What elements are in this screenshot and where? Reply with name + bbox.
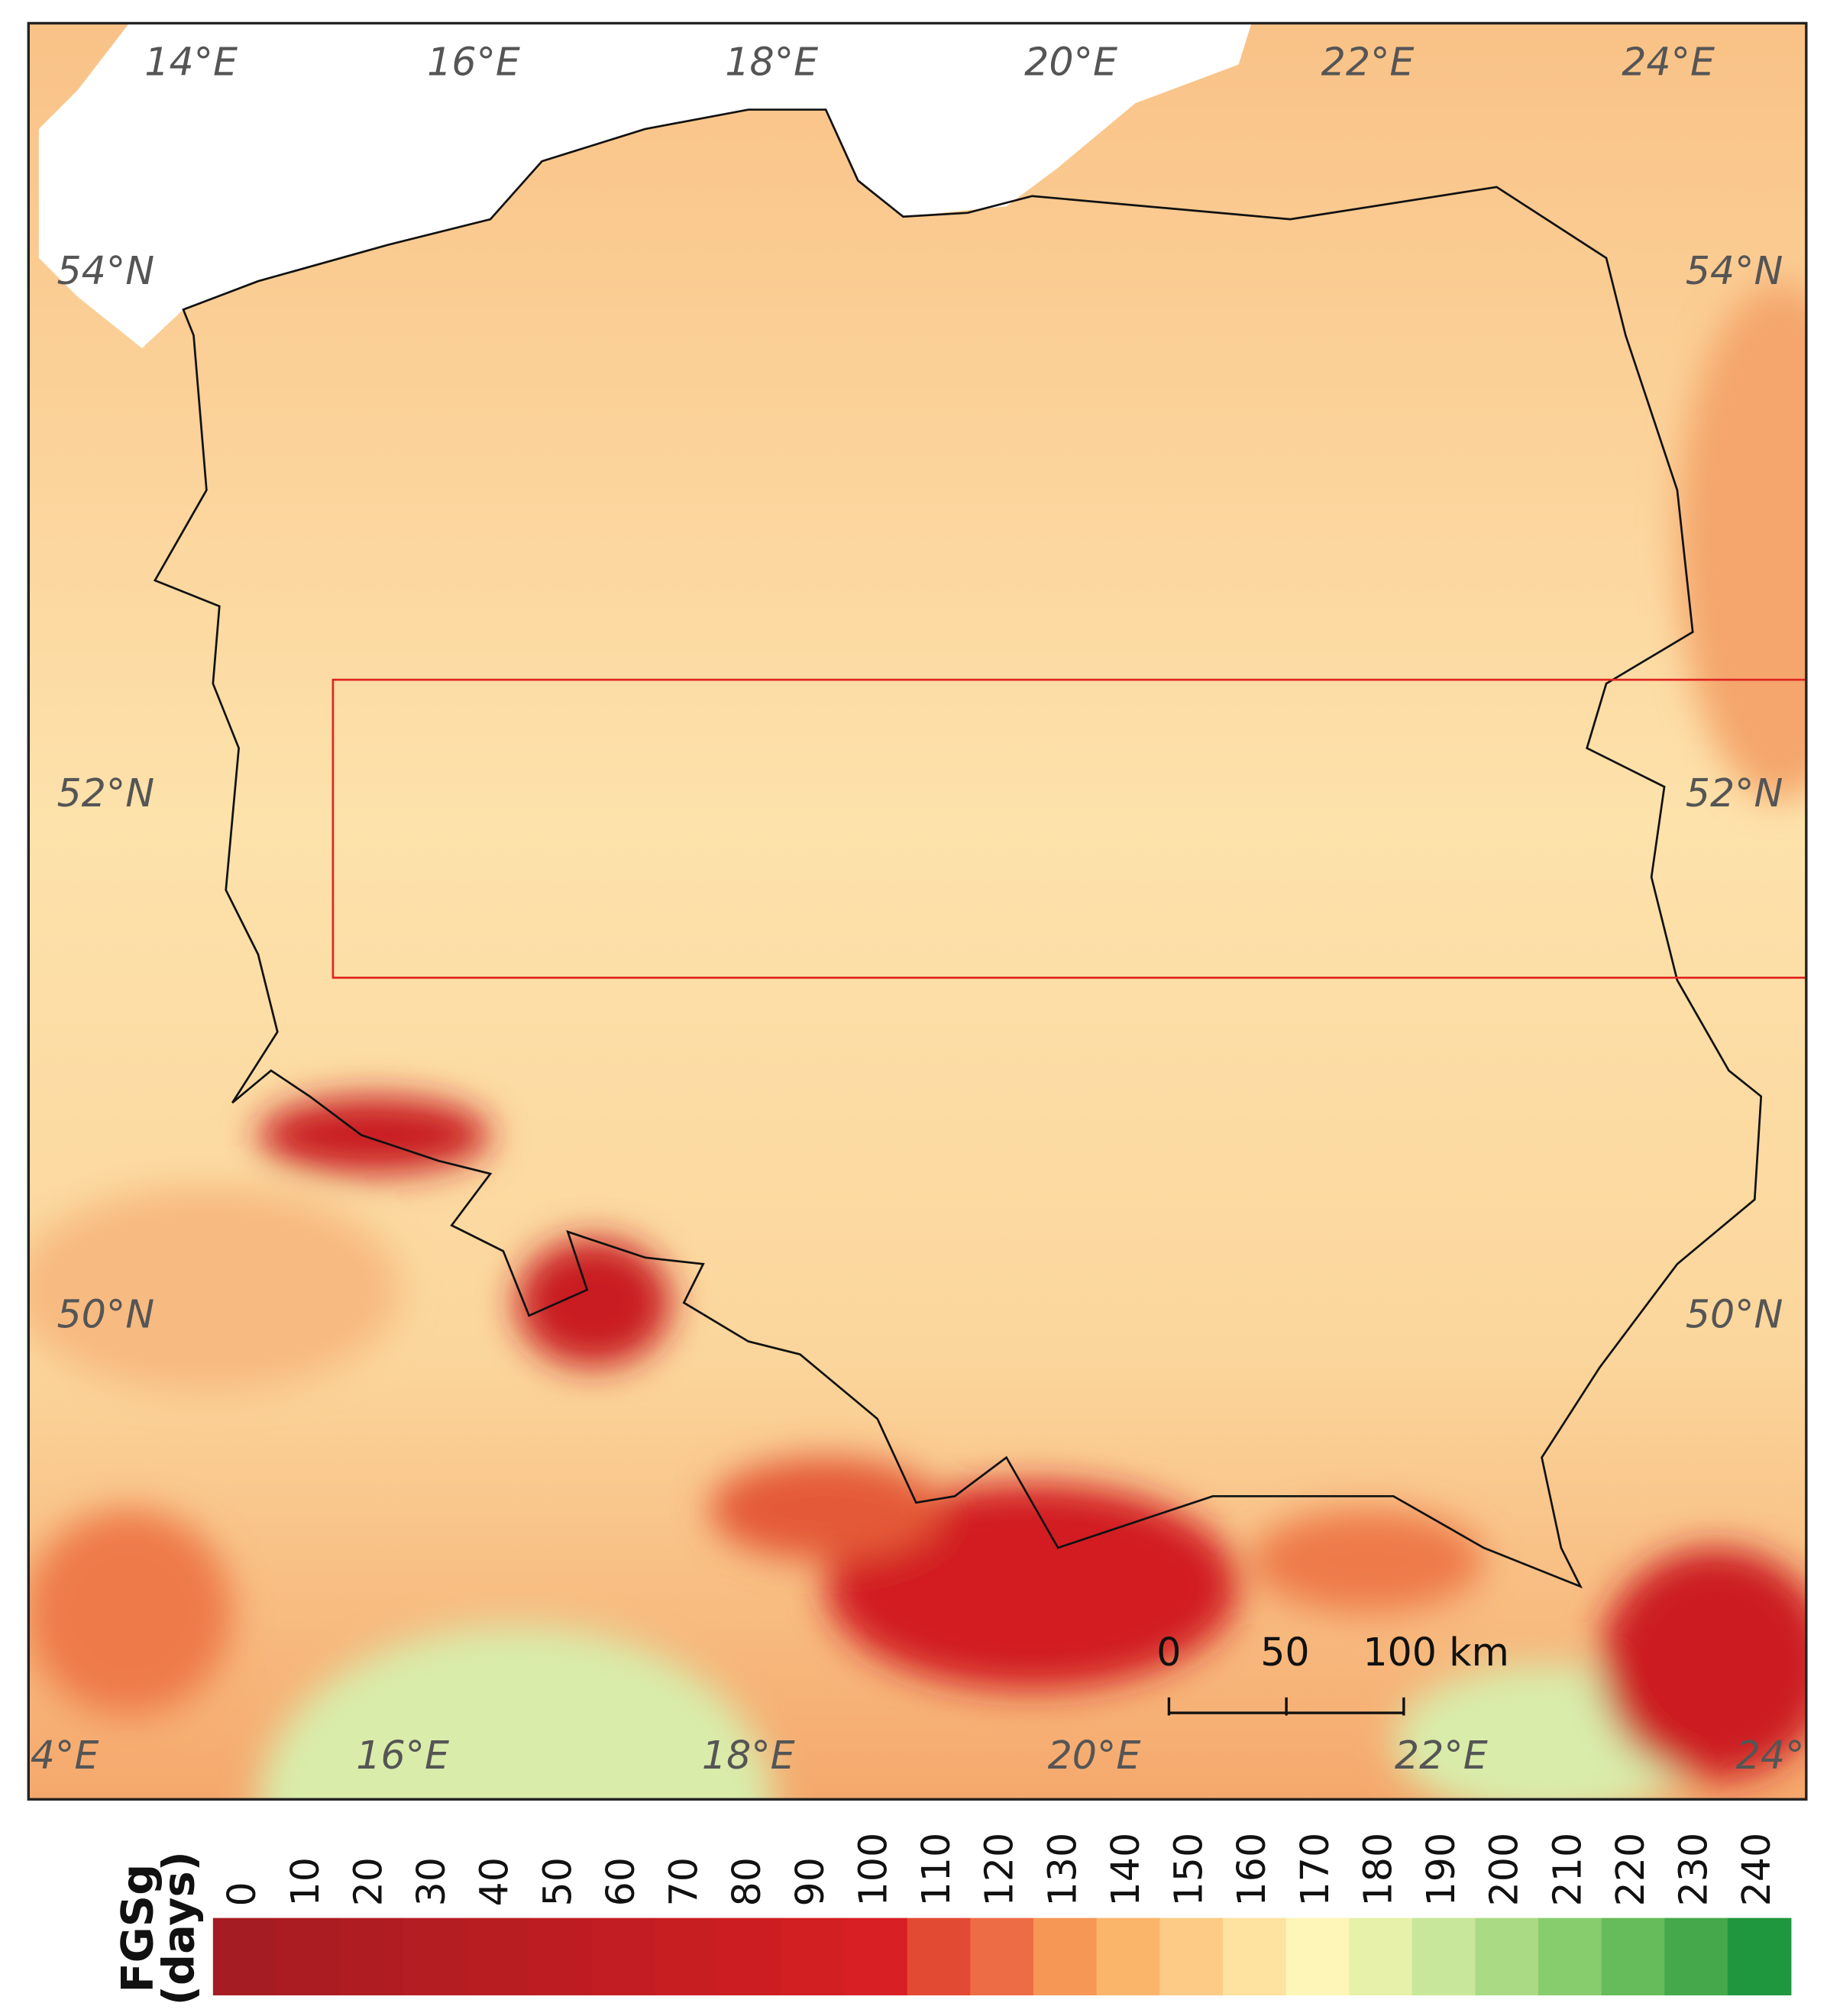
relief [28,283,1806,1800]
legend-tick: 140 [1103,1833,1148,1907]
legend-swatch [781,1917,845,1995]
legend-tick: 50 [535,1857,580,1906]
scale-label: 50 [1260,1630,1309,1675]
legend-tick: 130 [1040,1833,1085,1907]
legend-tick: 90 [787,1857,833,1906]
legend-title: (days) [154,1851,205,2005]
legend-tick: 180 [1355,1833,1400,1907]
lat-label: 54°N [1686,248,1783,293]
legend-swatch [1285,1917,1350,1995]
legend-swatch [1411,1917,1476,1995]
legend-swatch [1222,1917,1287,1995]
legend-tick: 40 [472,1857,517,1906]
legend-swatch [970,1917,1034,1995]
legend-tick: 210 [1544,1833,1589,1907]
map-area [28,23,1806,1800]
legend-tick: 80 [724,1857,769,1906]
lon-label: 14°E [144,39,238,84]
lon-label: 18°E [702,1733,795,1778]
lat-label: 50°N [57,1292,154,1337]
legend-swatch [1096,1917,1161,1995]
study-area [331,678,1806,979]
lon-label: 24° [1736,1733,1805,1778]
legend-tick: 160 [1229,1833,1274,1907]
lon-label: 20°E [1048,1733,1141,1778]
border [153,108,1763,1589]
legend-title: FGSg [112,1864,163,1993]
legend-tick: 0 [219,1882,264,1906]
lon-label: 4°E [31,1733,99,1778]
legend-swatch [465,1917,529,1995]
legend-tick: 70 [661,1857,707,1906]
scale-label: 100 km [1363,1630,1508,1675]
legend-swatch [1475,1917,1539,1995]
lon-label: 24°E [1622,39,1715,84]
legend-tick: 170 [1292,1833,1337,1907]
lat-label: 52°N [1686,771,1783,816]
legend-swatch [339,1917,403,1995]
legend-tick: 240 [1734,1833,1779,1907]
lon-label: 22°E [1395,1733,1488,1778]
legend-tick: 110 [914,1833,959,1907]
legend-swatch [907,1917,972,1995]
legend-swatch [1727,1917,1792,1995]
legend-tick: 20 [345,1857,390,1906]
lon-label: 16°E [356,1733,449,1778]
legend-tick: 100 [850,1833,895,1907]
lon-label: 20°E [1024,39,1117,84]
legend-swatch [717,1917,782,1995]
legend-tick: 190 [1418,1833,1463,1907]
lat-label: 52°N [57,771,154,816]
legend-swatch [591,1917,656,1995]
legend-swatch [1159,1917,1224,1995]
lat-label: 50°N [1686,1292,1783,1337]
legend-swatch [276,1917,340,1995]
legend-swatch [212,1917,277,1995]
lon-label: 16°E [427,39,520,84]
legend-tick: 10 [283,1857,328,1906]
legend-tick: 120 [977,1833,1022,1907]
legend-swatch [1664,1917,1728,1995]
legend-tick: 230 [1671,1833,1716,1907]
legend-swatch [1601,1917,1666,1995]
frame [27,21,1808,1801]
legend-tick: 30 [409,1857,454,1906]
scale-label: 0 [1156,1630,1181,1675]
legend-swatch [402,1917,467,1995]
legend-tick: 220 [1608,1833,1653,1907]
legend-tick: 150 [1166,1833,1211,1907]
legend-swatch [655,1917,719,1995]
legend-swatch [1349,1917,1413,1995]
legend-swatch [1033,1917,1098,1995]
legend-swatch [1538,1917,1602,1995]
sea [38,23,1252,349]
lat-label: 54°N [57,248,154,293]
legend-tick: 60 [598,1857,643,1906]
lon-label: 22°E [1321,39,1415,84]
lon-label: 18°E [725,39,818,84]
legend-tick: 200 [1482,1833,1527,1907]
legend-swatch [844,1917,908,1995]
legend-swatch [528,1917,593,1995]
